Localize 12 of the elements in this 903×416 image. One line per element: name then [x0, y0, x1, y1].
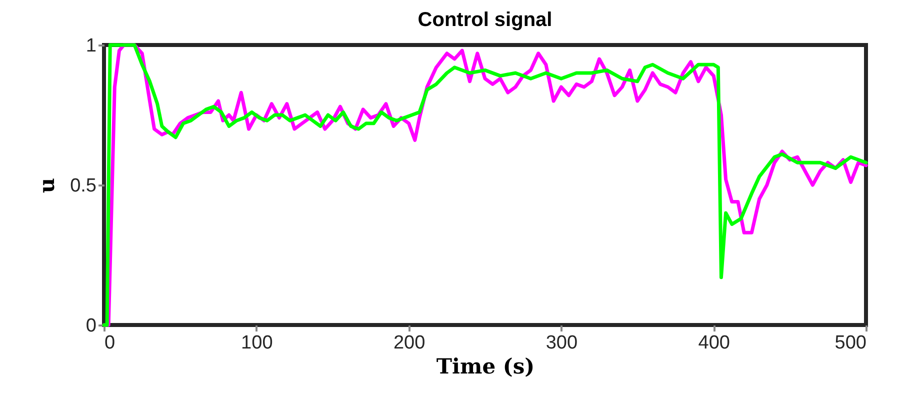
y-tick-label: 1 [86, 36, 96, 56]
x-tick-label: 200 [393, 332, 426, 354]
x-tick-label: 0 [104, 332, 116, 354]
x-tick-label: 500 [834, 332, 866, 354]
x-tick-label: 300 [546, 332, 578, 354]
chart-title: Control signal [418, 9, 552, 31]
y-tick-label: 0 [86, 316, 96, 336]
x-tick-label: 100 [241, 332, 273, 354]
y-tick-label: 0.5 [70, 176, 96, 196]
x-tick-label: 400 [698, 332, 730, 354]
x-axis-title: Time (s) [436, 354, 535, 378]
y-axis-title: u [34, 178, 60, 194]
